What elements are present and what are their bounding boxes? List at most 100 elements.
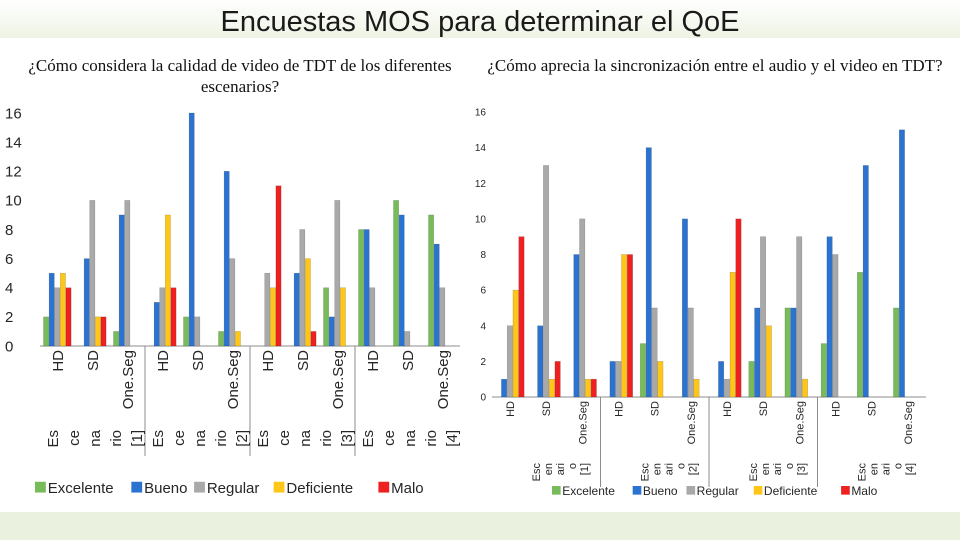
bar-deficiente <box>585 378 591 398</box>
category-label: HD <box>505 401 517 417</box>
bar-deficiente <box>235 331 241 347</box>
bar-regular <box>124 200 131 347</box>
bar-bueno <box>754 307 761 398</box>
group-label: [2] <box>234 430 251 447</box>
chart-title-av-sync: ¿Cómo aprecia la sincronización entre el… <box>487 56 943 75</box>
group-label: o <box>893 463 905 469</box>
legend-label-malo: Malo <box>851 484 877 498</box>
bar-excelente <box>183 316 189 347</box>
category-label: SD <box>650 401 662 416</box>
y-tick-label: 12 <box>475 179 487 190</box>
bar-excelente <box>820 343 827 398</box>
group-label: Es <box>45 430 62 448</box>
bar-regular <box>832 254 839 398</box>
legend-label-excelente: Excelente <box>48 480 114 497</box>
legend-swatch-regular <box>686 486 696 495</box>
bar-regular <box>543 165 549 398</box>
legend-label-bueno: Bueno <box>643 484 678 498</box>
legend-label-excelente: Excelente <box>562 484 615 498</box>
group-label: ari <box>881 463 893 475</box>
bar-regular <box>651 307 658 398</box>
group-label: [2] <box>688 463 700 475</box>
bar-regular <box>369 287 376 347</box>
bar-regular <box>264 272 271 347</box>
group-label: ce <box>66 430 83 446</box>
y-tick-label: 8 <box>5 222 13 239</box>
legend-swatch-malo <box>378 481 390 493</box>
bar-bueno <box>645 147 652 398</box>
bar-excelente <box>640 343 646 398</box>
group-label: rio <box>108 430 125 447</box>
group-label: ari <box>555 463 567 475</box>
bar-regular <box>194 316 201 347</box>
bar-deficiente <box>548 378 555 398</box>
bar-excelente <box>893 307 900 398</box>
av-sync-chart: 0 2 4 6 8 10 12 14 16 HD SD One.Seg HD SD One.Seg HD SD O… <box>470 100 960 510</box>
bar-regular <box>159 287 166 347</box>
bar-malo <box>100 316 107 347</box>
group-label: ce <box>276 430 293 446</box>
bar-malo <box>170 287 177 347</box>
bar-bueno <box>501 378 508 398</box>
y-tick-label: 16 <box>5 105 22 122</box>
y-tick-label: 10 <box>475 214 487 225</box>
bar-bueno <box>790 307 797 398</box>
bar-bueno <box>898 129 905 398</box>
category-label: One.Seg <box>435 350 452 409</box>
bar-excelente <box>784 307 791 398</box>
bar-excelente <box>43 316 49 347</box>
category-label: HD <box>155 350 172 372</box>
bar-bueno <box>718 361 725 398</box>
bar-bueno <box>223 171 230 347</box>
bar-regular <box>404 331 411 347</box>
chart-title-video-quality: ¿Cómo considera la calidad de video de T… <box>28 56 452 96</box>
category-label: One.Seg <box>330 350 347 409</box>
category-label: HD <box>722 401 734 417</box>
group-label: [4] <box>444 430 461 447</box>
bar-malo <box>627 254 633 398</box>
category-label: SD <box>85 350 102 371</box>
legend-swatch-regular <box>194 481 205 493</box>
bar-deficiente <box>621 254 628 398</box>
group-label: Es <box>255 430 272 448</box>
group-label: Es <box>150 430 167 448</box>
bar-malo <box>65 287 72 347</box>
category-label: SD <box>541 401 553 416</box>
group-label: Esc <box>531 463 543 482</box>
y-tick-label: 6 <box>480 286 486 297</box>
bar-bueno <box>48 272 55 347</box>
y-tick-label: 10 <box>5 193 22 210</box>
bar-deficiente <box>512 289 519 398</box>
y-tick-label: 8 <box>480 250 486 261</box>
legend-swatch-bueno <box>632 486 642 495</box>
legend-swatch-malo <box>841 486 850 495</box>
legend-label-regular: Regular <box>207 480 260 497</box>
bar-bueno <box>862 165 869 398</box>
group-label: ari <box>772 463 784 475</box>
bar-deficiente <box>657 361 664 398</box>
bar-malo <box>554 361 561 398</box>
legend-label-deficiente: Deficiente <box>764 484 818 498</box>
bar-deficiente <box>165 214 171 347</box>
category-label: One.Seg <box>225 350 242 409</box>
bar-bueno <box>826 236 833 398</box>
bar-bueno <box>573 254 580 398</box>
bar-bueno <box>537 325 544 398</box>
bar-deficiente <box>305 258 311 347</box>
bar-deficiente <box>270 287 276 347</box>
group-label: [1] <box>579 463 591 475</box>
legend-swatch-deficiente <box>273 481 285 493</box>
bar-bueno <box>328 316 335 347</box>
group-label: na <box>192 429 209 446</box>
bar-excelente <box>748 361 755 398</box>
bar-regular <box>579 218 586 398</box>
bar-bueno <box>433 243 440 347</box>
bar-bueno <box>188 112 195 347</box>
group-label: Esc <box>857 463 869 482</box>
video-quality-chart-svg: 0 2 4 6 8 10 12 14 16 HD SD One.Seg HD SD One.Seg HD SD O… <box>5 105 461 497</box>
group-label: [3] <box>339 430 356 447</box>
bar-regular <box>687 307 694 398</box>
group-label: rio <box>423 430 440 447</box>
bar-bueno <box>118 214 125 347</box>
group-label: Esc <box>748 463 760 482</box>
